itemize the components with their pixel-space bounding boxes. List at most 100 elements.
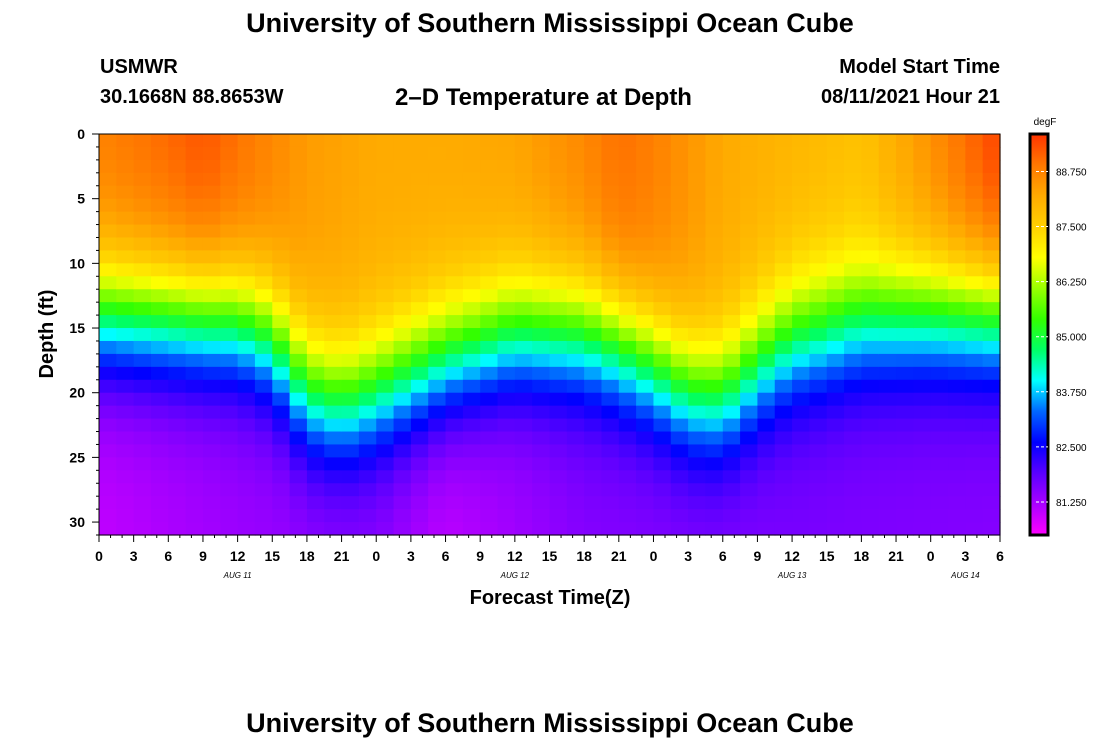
heatmap-cell bbox=[878, 237, 897, 252]
heatmap-cell bbox=[566, 470, 585, 484]
heatmap-cell bbox=[705, 172, 724, 187]
heatmap-cell bbox=[688, 470, 707, 484]
heatmap-cell bbox=[826, 185, 845, 200]
heatmap-cell bbox=[722, 211, 741, 226]
heatmap-cell bbox=[948, 302, 966, 316]
heatmap-cell bbox=[445, 224, 464, 239]
station-id: USMWR bbox=[100, 56, 178, 78]
heatmap-cell bbox=[306, 392, 325, 407]
heatmap-cell bbox=[584, 302, 603, 316]
heatmap-cell bbox=[549, 198, 568, 213]
heatmap-cell bbox=[168, 431, 187, 446]
heatmap-cell bbox=[358, 263, 377, 277]
heatmap-cell bbox=[341, 483, 360, 497]
heatmap-cell bbox=[913, 185, 932, 200]
heatmap-cell bbox=[549, 340, 568, 355]
heatmap-cell bbox=[220, 353, 239, 368]
heatmap-cell bbox=[306, 444, 325, 458]
heatmap-cell bbox=[636, 134, 655, 148]
heatmap-cell bbox=[826, 522, 845, 536]
heatmap-cell bbox=[237, 353, 256, 368]
heatmap-cell bbox=[913, 146, 932, 161]
heatmap-cell bbox=[549, 276, 568, 290]
heatmap-cell bbox=[254, 134, 273, 148]
x-tick-label: 9 bbox=[476, 548, 484, 564]
heatmap-cell bbox=[168, 340, 187, 355]
heatmap-cell bbox=[549, 289, 568, 303]
heatmap-cell bbox=[185, 134, 204, 148]
heatmap-cell bbox=[930, 172, 949, 187]
heatmap-cell bbox=[116, 340, 135, 355]
heatmap-cell bbox=[480, 457, 499, 471]
heatmap-cell bbox=[341, 159, 360, 174]
heatmap-cell bbox=[202, 366, 221, 381]
heatmap-cell bbox=[168, 483, 187, 497]
heatmap-cell bbox=[705, 431, 724, 446]
heatmap-cell bbox=[948, 289, 966, 303]
heatmap-cell bbox=[653, 340, 672, 355]
heatmap-cell bbox=[878, 418, 897, 433]
heatmap-cell bbox=[324, 134, 343, 148]
heatmap-cell bbox=[878, 328, 897, 342]
heatmap-cell bbox=[428, 237, 447, 252]
heatmap-cell bbox=[948, 353, 966, 368]
heatmap-cell bbox=[913, 470, 932, 484]
heatmap-cell bbox=[740, 457, 759, 471]
heatmap-cell bbox=[618, 315, 637, 329]
heatmap-cell bbox=[462, 159, 481, 174]
heatmap-cell bbox=[185, 366, 204, 381]
heatmap-cell bbox=[220, 185, 239, 200]
heatmap-cell bbox=[116, 224, 135, 239]
heatmap-cell bbox=[757, 379, 776, 394]
heatmap-cell bbox=[584, 340, 603, 355]
heatmap-cell bbox=[792, 379, 811, 394]
heatmap-cell bbox=[566, 340, 585, 355]
heatmap-cell bbox=[532, 431, 551, 446]
heatmap-cell bbox=[185, 509, 204, 523]
heatmap-cell bbox=[254, 289, 273, 303]
heatmap-cell bbox=[705, 328, 724, 342]
heatmap-cell bbox=[254, 483, 273, 497]
heatmap-cell bbox=[220, 431, 239, 446]
heatmap-cell bbox=[618, 302, 637, 316]
heatmap-cell bbox=[480, 237, 499, 252]
heatmap-cell bbox=[445, 289, 464, 303]
heatmap-cell bbox=[982, 263, 1001, 277]
heatmap-cell bbox=[757, 470, 776, 484]
heatmap-cell bbox=[636, 418, 655, 433]
heatmap-cell bbox=[306, 159, 325, 174]
heatmap-cell bbox=[445, 134, 464, 148]
colorbar-tick-label: 85.000 bbox=[1056, 333, 1087, 344]
heatmap-cell bbox=[636, 237, 655, 252]
heatmap-cell bbox=[202, 302, 221, 316]
heatmap-cell bbox=[272, 159, 291, 174]
heatmap-cell bbox=[306, 185, 325, 200]
heatmap-cell bbox=[497, 302, 516, 316]
heatmap-cell bbox=[861, 289, 880, 303]
heatmap-cell bbox=[844, 159, 862, 174]
heatmap-cell bbox=[237, 444, 256, 458]
heatmap-cell bbox=[168, 509, 187, 523]
heatmap-cell bbox=[202, 522, 221, 536]
heatmap-cell bbox=[618, 496, 637, 510]
heatmap-cell bbox=[393, 276, 412, 290]
heatmap-cell bbox=[774, 418, 793, 433]
heatmap-cell bbox=[792, 289, 811, 303]
heatmap-cell bbox=[792, 366, 811, 381]
heatmap-cell bbox=[826, 237, 845, 252]
heatmap-cell bbox=[722, 418, 741, 433]
heatmap-cell bbox=[289, 237, 308, 252]
heatmap-cell bbox=[740, 146, 759, 161]
heatmap-cell bbox=[272, 496, 291, 510]
heatmap-cell bbox=[670, 134, 689, 148]
heatmap-cell bbox=[566, 198, 585, 213]
heatmap-cell bbox=[566, 483, 585, 497]
heatmap-cell bbox=[532, 185, 551, 200]
heatmap-cell bbox=[237, 211, 256, 226]
heatmap-cell bbox=[549, 172, 568, 187]
x-axis: 0 3 6 9 12 15 18 21 0 3 6 9 12 15 18 21 0 3 6 9 12 15 18 21 0 3 6A… bbox=[95, 535, 1004, 580]
heatmap-cell bbox=[878, 353, 897, 368]
heatmap-cell bbox=[566, 431, 585, 446]
heatmap-cell bbox=[792, 172, 811, 187]
heatmap-cell bbox=[636, 509, 655, 523]
